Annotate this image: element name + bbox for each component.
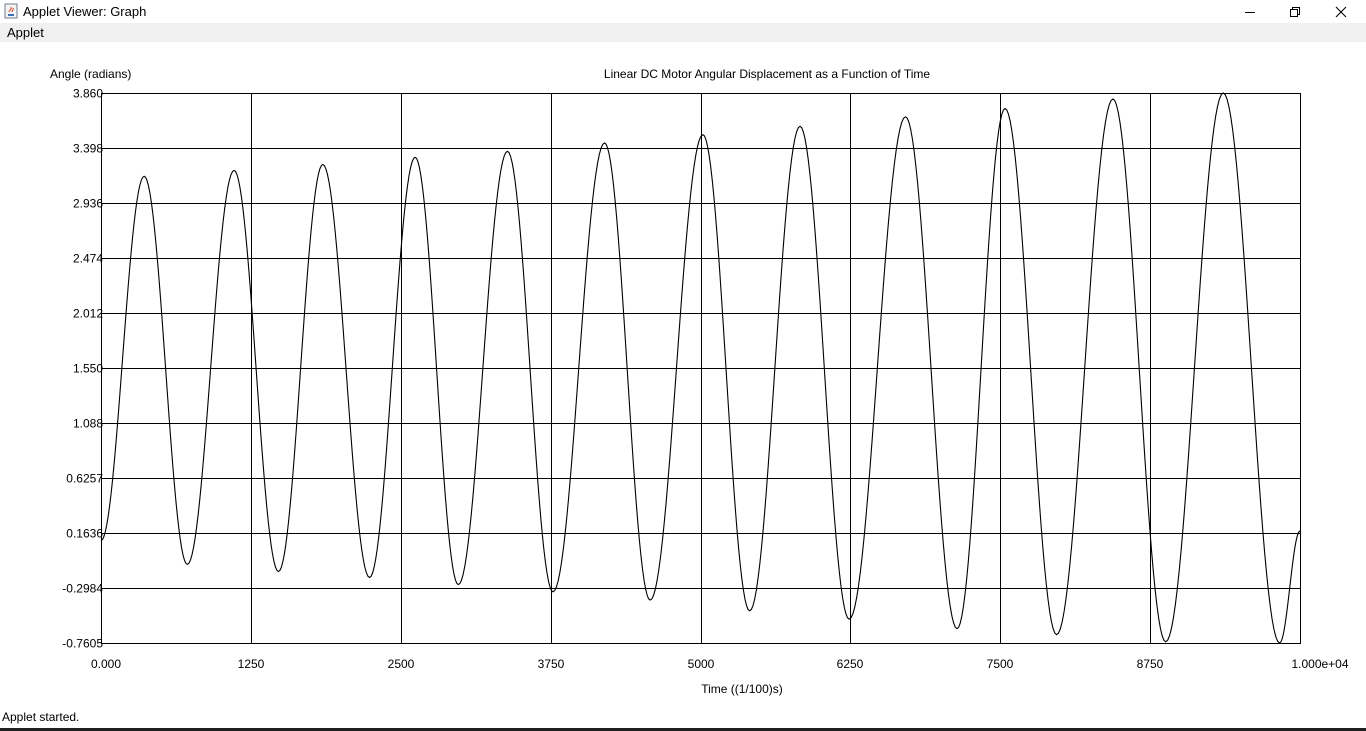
y-axis-label: Angle (radians)	[50, 67, 131, 81]
x-tick-label: 5000	[688, 657, 715, 671]
x-tick-label: 2500	[388, 657, 415, 671]
grid-lines	[101, 93, 1301, 644]
x-tick-label: 7500	[987, 657, 1014, 671]
status-text: Applet started.	[2, 710, 80, 724]
x-tick-label: 3750	[538, 657, 565, 671]
y-tick-label: 0.6257	[66, 472, 103, 486]
minimize-icon	[1245, 11, 1255, 13]
y-tick-label: 1.550	[73, 362, 103, 376]
x-tick-label: 6250	[837, 657, 864, 671]
title-bar: Applet Viewer: Graph	[0, 0, 1366, 23]
restore-button[interactable]	[1272, 0, 1318, 23]
x-tick-label: 1250	[238, 657, 265, 671]
line-chart: Angle (radians) Linear DC Motor Angular …	[50, 67, 1349, 696]
menu-applet[interactable]: Applet	[7, 25, 44, 40]
minimize-button[interactable]	[1227, 0, 1273, 23]
series-group	[100, 92, 1301, 644]
x-axis-label: Time ((1/100)s)	[701, 682, 783, 696]
window-title: Applet Viewer: Graph	[23, 4, 147, 19]
y-tick-label: 3.860	[73, 87, 103, 101]
java-cup-icon	[4, 3, 18, 19]
x-tick-label: 8750	[1137, 657, 1164, 671]
plot-frame	[101, 93, 1301, 644]
y-tick-label: 1.088	[73, 417, 103, 431]
close-icon	[1335, 6, 1347, 17]
status-bar: Applet started.	[0, 707, 1366, 728]
window-bottom-edge	[0, 728, 1366, 731]
y-tick-label: -0.2984	[62, 582, 103, 596]
y-tick-label: 3.398	[73, 142, 103, 156]
chart-title: Linear DC Motor Angular Displacement as …	[604, 67, 930, 81]
menu-bar: Applet	[0, 23, 1366, 42]
y-tick-label: 0.1636	[66, 527, 103, 541]
y-tick-label: -0.7605	[62, 637, 103, 651]
tick-labels: 0.000 1250 2500 3750 5000 6250 7500 8750 1.000e+…	[62, 87, 1349, 672]
restore-icon	[1290, 6, 1300, 17]
close-button[interactable]	[1318, 0, 1364, 23]
series-line	[100, 92, 1301, 644]
x-tick-label: 0.000	[91, 657, 121, 671]
y-tick-label: 2.012	[73, 307, 103, 321]
y-tick-label: 2.474	[73, 252, 103, 266]
y-tick-label: 2.936	[73, 197, 103, 211]
x-tick-label: 1.000e+04	[1291, 657, 1348, 671]
